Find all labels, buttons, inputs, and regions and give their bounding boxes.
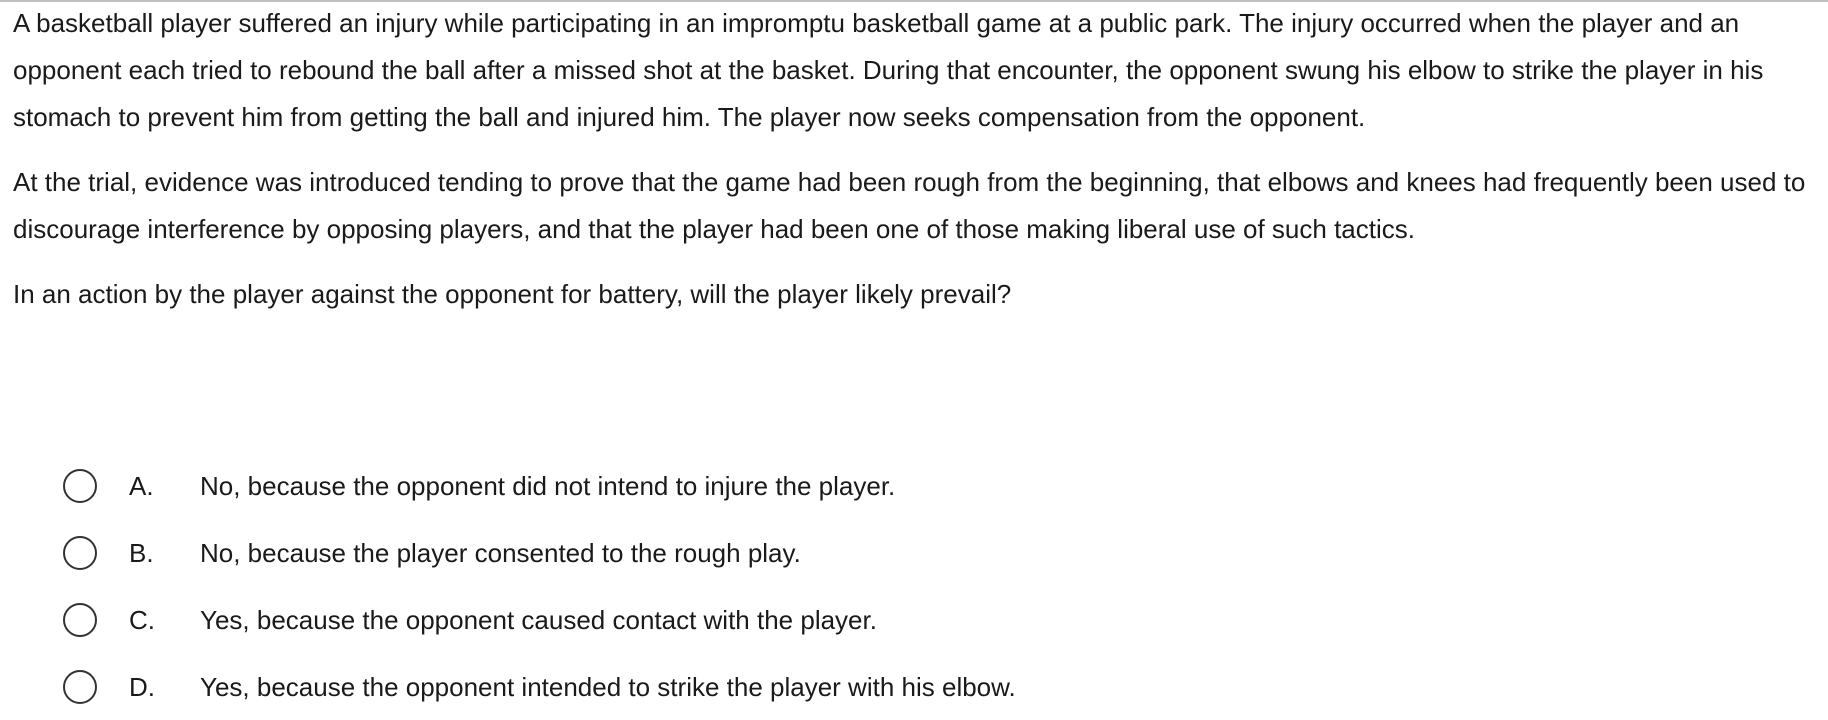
stem-paragraph-2: At the trial, evidence was introduced te…: [13, 167, 1806, 244]
question-prompt: In an action by the player against the o…: [13, 279, 1012, 309]
option-d[interactable]: D. Yes, because the opponent intended to…: [63, 653, 1763, 720]
stem-paragraph-1: A basketball player suffered an injury w…: [13, 8, 1764, 132]
option-text[interactable]: No, because the player consented to the …: [200, 537, 801, 568]
option-text[interactable]: Yes, because the opponent intended to st…: [200, 671, 1016, 702]
radio-button-b[interactable]: [63, 535, 97, 570]
option-b[interactable]: B. No, because the player consented to t…: [63, 519, 1763, 586]
top-divider: [0, 0, 1828, 2]
option-letter: B.: [129, 537, 154, 568]
option-c[interactable]: C. Yes, because the opponent caused cont…: [63, 586, 1763, 653]
question-stem: A basketball player suffered an injury w…: [13, 0, 1818, 318]
option-letter: D.: [129, 671, 155, 702]
option-letter: A.: [129, 470, 154, 501]
answer-options: A. No, because the opponent did not inte…: [63, 452, 1763, 720]
radio-button-d[interactable]: [63, 669, 97, 704]
option-text[interactable]: No, because the opponent did not intend …: [200, 470, 896, 501]
option-a[interactable]: A. No, because the opponent did not inte…: [63, 452, 1763, 519]
radio-button-c[interactable]: [63, 602, 97, 637]
option-text[interactable]: Yes, because the opponent caused contact…: [200, 604, 877, 635]
option-letter: C.: [129, 604, 155, 635]
radio-button-a[interactable]: [63, 468, 97, 503]
